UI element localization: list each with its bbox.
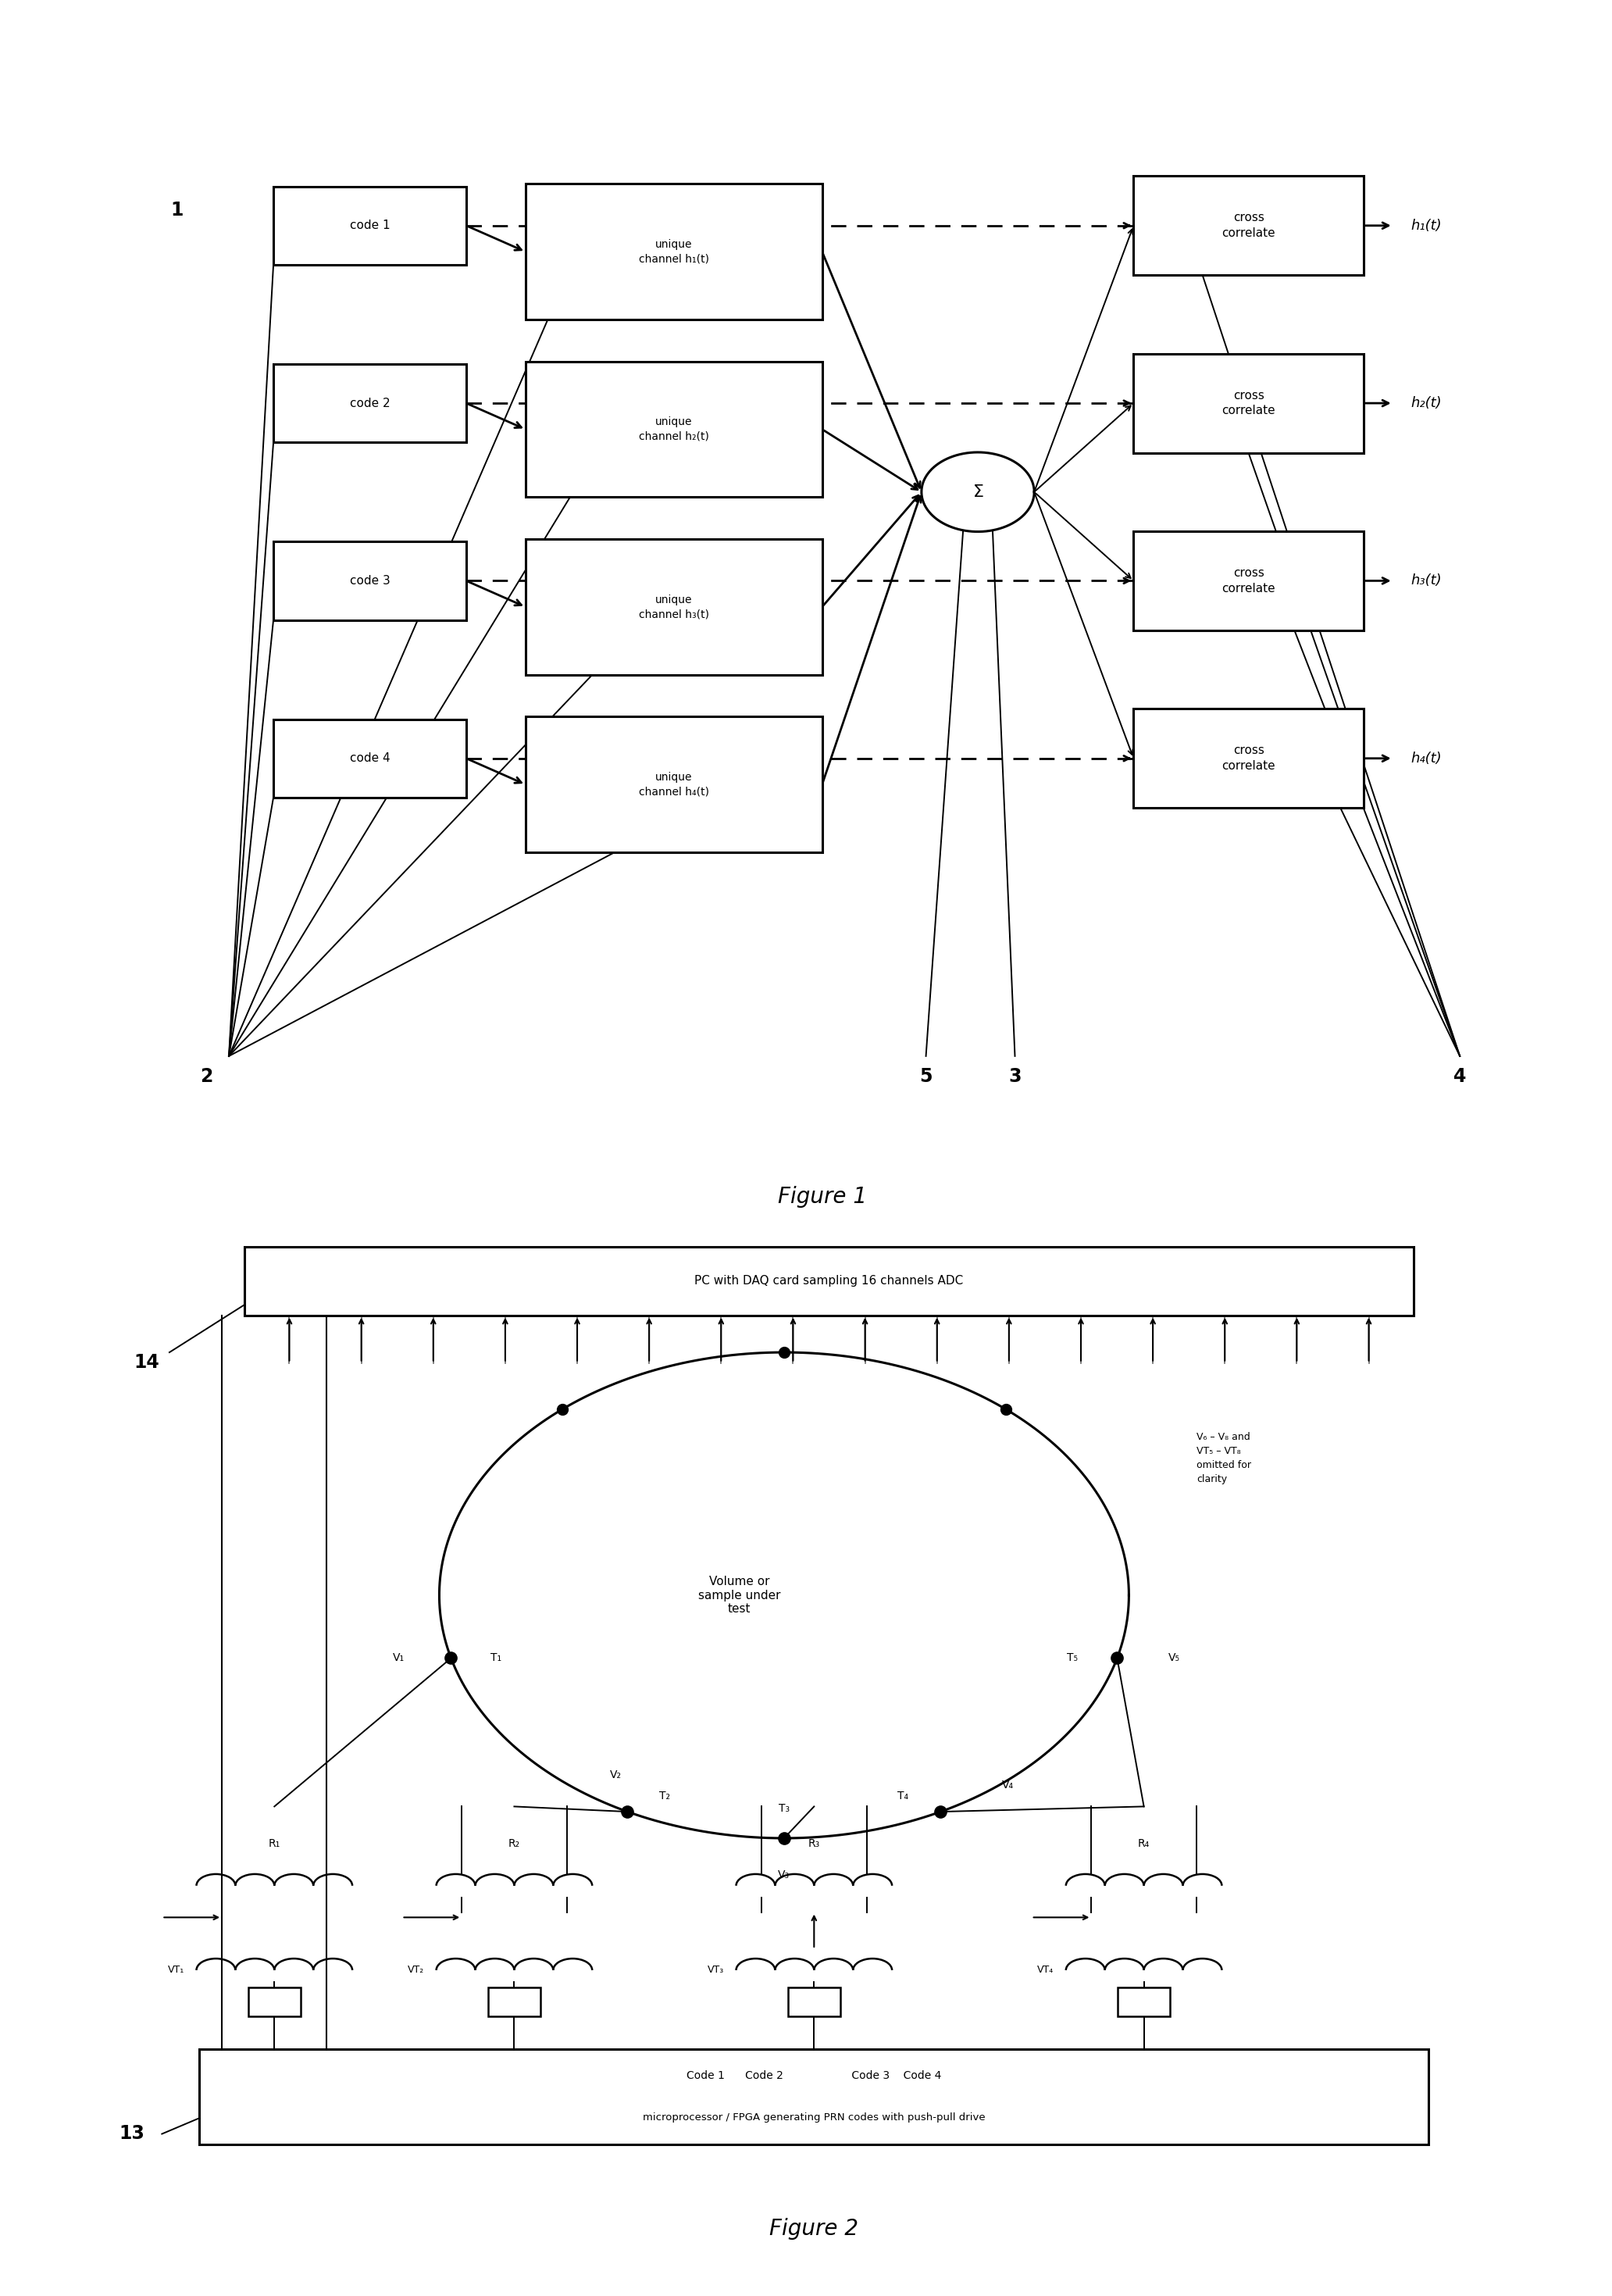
Text: PC with DAQ card sampling 16 channels ADC: PC with DAQ card sampling 16 channels AD… bbox=[695, 1274, 964, 1288]
Text: R₂: R₂ bbox=[508, 1839, 521, 1848]
Text: h₃(t): h₃(t) bbox=[1410, 574, 1441, 588]
Text: V₄: V₄ bbox=[1003, 1779, 1014, 1791]
Text: T₅: T₅ bbox=[1067, 1653, 1078, 1665]
Text: code 1: code 1 bbox=[350, 220, 390, 232]
Text: VT₂: VT₂ bbox=[408, 1965, 424, 1975]
Text: microprocessor / FPGA generating PRN codes with push-pull drive: microprocessor / FPGA generating PRN cod… bbox=[643, 2112, 985, 2124]
Text: 5: 5 bbox=[919, 1068, 932, 1086]
FancyBboxPatch shape bbox=[1133, 354, 1364, 452]
Text: R₁: R₁ bbox=[269, 1839, 280, 1848]
FancyBboxPatch shape bbox=[274, 365, 466, 443]
Text: cross
correlate: cross correlate bbox=[1222, 744, 1275, 771]
Text: T₃: T₃ bbox=[779, 1802, 790, 1814]
Text: unique
channel h₃(t): unique channel h₃(t) bbox=[638, 595, 709, 620]
FancyBboxPatch shape bbox=[526, 360, 822, 498]
FancyBboxPatch shape bbox=[274, 186, 466, 264]
Text: V₃: V₃ bbox=[779, 1869, 790, 1880]
Text: VT₃: VT₃ bbox=[708, 1965, 724, 1975]
Text: Code 1      Code 2                    Code 3    Code 4: Code 1 Code 2 Code 3 Code 4 bbox=[687, 2071, 941, 2082]
Text: V₅: V₅ bbox=[1169, 1653, 1180, 1665]
Text: R₃: R₃ bbox=[808, 1839, 821, 1848]
Text: code 4: code 4 bbox=[350, 753, 390, 765]
FancyBboxPatch shape bbox=[1117, 1986, 1170, 2016]
Text: unique
channel h₁(t): unique channel h₁(t) bbox=[638, 239, 709, 264]
FancyBboxPatch shape bbox=[526, 184, 822, 319]
Text: V₁: V₁ bbox=[393, 1653, 405, 1665]
Text: unique
channel h₄(t): unique channel h₄(t) bbox=[638, 771, 709, 797]
Text: Figure 1: Figure 1 bbox=[777, 1187, 867, 1208]
Text: h₄(t): h₄(t) bbox=[1410, 751, 1441, 765]
Text: R₄: R₄ bbox=[1138, 1839, 1149, 1848]
Text: 1: 1 bbox=[171, 200, 184, 220]
Text: T₄: T₄ bbox=[898, 1791, 909, 1802]
FancyBboxPatch shape bbox=[1133, 177, 1364, 276]
FancyBboxPatch shape bbox=[788, 1986, 840, 2016]
Text: T₂: T₂ bbox=[659, 1791, 671, 1802]
FancyBboxPatch shape bbox=[526, 716, 822, 852]
Text: Figure 2: Figure 2 bbox=[769, 2218, 859, 2241]
Text: 13: 13 bbox=[119, 2124, 145, 2142]
FancyBboxPatch shape bbox=[488, 1986, 540, 2016]
FancyBboxPatch shape bbox=[274, 719, 466, 797]
Text: h₁(t): h₁(t) bbox=[1410, 218, 1441, 232]
Text: $\Sigma$: $\Sigma$ bbox=[972, 484, 983, 501]
Text: Volume or
sample under
test: Volume or sample under test bbox=[698, 1575, 780, 1614]
Text: T₁: T₁ bbox=[490, 1653, 501, 1665]
Text: 2: 2 bbox=[200, 1068, 213, 1086]
FancyBboxPatch shape bbox=[200, 2050, 1428, 2144]
Text: h₂(t): h₂(t) bbox=[1410, 397, 1441, 411]
Text: V₂: V₂ bbox=[609, 1770, 621, 1779]
Text: cross
correlate: cross correlate bbox=[1222, 567, 1275, 595]
Text: 4: 4 bbox=[1454, 1068, 1467, 1086]
Text: 3: 3 bbox=[1009, 1068, 1022, 1086]
Text: cross
correlate: cross correlate bbox=[1222, 211, 1275, 239]
Text: code 2: code 2 bbox=[350, 397, 390, 409]
Text: code 3: code 3 bbox=[350, 574, 390, 588]
Text: VT₄: VT₄ bbox=[1038, 1965, 1054, 1975]
Text: VT₁: VT₁ bbox=[168, 1965, 184, 1975]
FancyBboxPatch shape bbox=[526, 540, 822, 675]
FancyBboxPatch shape bbox=[274, 542, 466, 620]
FancyBboxPatch shape bbox=[1133, 709, 1364, 808]
FancyBboxPatch shape bbox=[1133, 530, 1364, 631]
Text: cross
correlate: cross correlate bbox=[1222, 390, 1275, 418]
FancyBboxPatch shape bbox=[248, 1986, 300, 2016]
Text: 14: 14 bbox=[134, 1352, 160, 1373]
Text: V₆ – V₈ and
VT₅ – VT₈
omitted for
clarity: V₆ – V₈ and VT₅ – VT₈ omitted for clarit… bbox=[1196, 1433, 1251, 1483]
Text: unique
channel h₂(t): unique channel h₂(t) bbox=[638, 416, 709, 441]
FancyBboxPatch shape bbox=[245, 1247, 1414, 1316]
